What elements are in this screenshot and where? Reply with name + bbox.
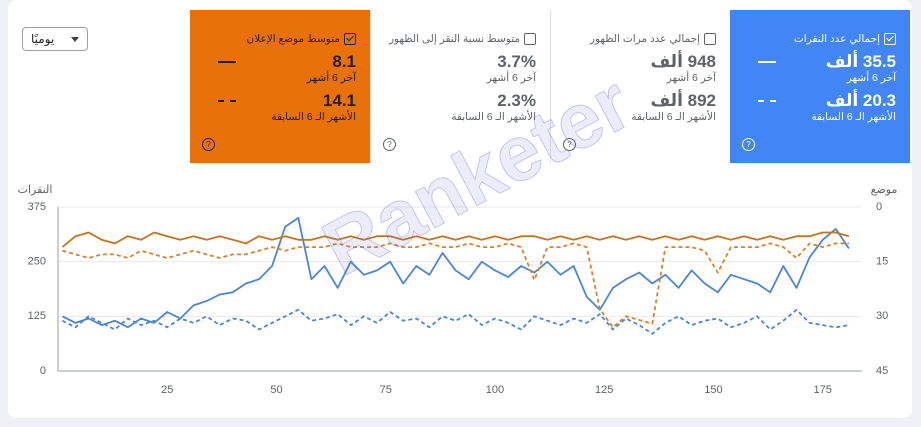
x-tick-label: 50: [270, 384, 282, 396]
x-tick-label: 25: [161, 384, 173, 396]
x-tick-label: 75: [380, 384, 392, 396]
series-line: [62, 242, 849, 329]
period-label: آخر 6 أشهر: [486, 72, 536, 84]
card-header: متوسط نسبة النقر إلى الظهور: [385, 32, 536, 46]
metric-row: 8.1 آخر 6 أشهر: [204, 52, 356, 85]
help-icon[interactable]: [742, 138, 755, 151]
metric-row: 3.7% آخر 6 أشهر: [385, 52, 536, 85]
x-tick-label: 125: [595, 384, 613, 396]
period-label: الأشهر الـ 6 السابقة: [271, 111, 356, 123]
checkbox[interactable]: [524, 33, 536, 45]
y2-tick-label: 15: [876, 256, 888, 268]
y-tick-label: 250: [28, 256, 46, 268]
metric-card[interactable]: إجمالي عدد النقرات 35.5 ألف آخر 6 أشهر 20.3…: [730, 10, 910, 163]
metric-row: 892 ألف الأشهر الـ 6 السابقة: [565, 91, 716, 124]
line-indicator: [218, 100, 236, 102]
card-header: إجمالي عدد مرات الظهور: [565, 32, 716, 46]
checkbox[interactable]: [884, 33, 896, 45]
metric-value: 948 ألف: [650, 52, 716, 71]
metric-value: 2.3%: [497, 91, 536, 110]
help-icon[interactable]: [563, 138, 576, 151]
checkbox[interactable]: [344, 33, 356, 45]
metric-label: متوسط موضع الإعلان: [246, 33, 340, 45]
y2-tick-label: 30: [876, 310, 888, 322]
period-label: الأشهر الـ 6 السابقة: [811, 111, 896, 123]
x-tick-label: 150: [704, 384, 722, 396]
y2-tick-label: 0: [876, 201, 882, 213]
metric-label: إجمالي عدد النقرات: [793, 33, 880, 45]
metric-value: 35.5 ألف: [825, 52, 896, 71]
metric-card[interactable]: متوسط موضع الإعلان 8.1 آخر 6 أشهر 14.1 الأشه…: [190, 10, 370, 163]
metric-card[interactable]: إجمالي عدد مرات الظهور 948 ألف آخر 6 أشهر 8…: [550, 10, 730, 163]
metric-value: 3.7%: [497, 52, 536, 71]
metric-label: إجمالي عدد مرات الظهور: [589, 33, 700, 45]
metric-card[interactable]: متوسط نسبة النقر إلى الظهور 3.7% آخر 6 أشه…: [370, 10, 550, 163]
period-label: آخر 6 أشهر: [306, 72, 356, 84]
metric-row: 14.1 الأشهر الـ 6 السابقة: [204, 91, 356, 124]
metric-label: متوسط نسبة النقر إلى الظهور: [388, 33, 520, 45]
x-tick-label: 175: [813, 384, 831, 396]
series-line: [61, 308, 850, 335]
metric-value: 20.3 ألف: [825, 91, 896, 110]
period-label: يوميًا: [31, 32, 55, 46]
series-line: [61, 231, 850, 248]
metric-row: 20.3 ألف الأشهر الـ 6 السابقة: [744, 91, 896, 124]
metric-row: 2.3% الأشهر الـ 6 السابقة: [385, 91, 536, 124]
y-tick-label: 0: [40, 365, 46, 377]
series-line: [61, 217, 850, 329]
help-icon[interactable]: [383, 138, 396, 151]
help-icon[interactable]: [202, 138, 215, 151]
card-header: متوسط موضع الإعلان: [204, 32, 356, 46]
period-label: الأشهر الـ 6 السابقة: [451, 111, 536, 123]
line-indicator: [758, 61, 776, 63]
metric-row: 948 ألف آخر 6 أشهر: [565, 52, 716, 85]
metric-value: 8.1: [332, 52, 356, 71]
y2-axis-title: موضع: [871, 184, 898, 196]
metric-value: 14.1: [322, 91, 356, 110]
y2-tick-label: 45: [876, 365, 888, 377]
period-dropdown[interactable]: يوميًا: [22, 27, 88, 51]
period-label: آخر 6 أشهر: [666, 72, 716, 84]
y-axis-title: النقرات: [18, 184, 53, 196]
dropdown-arrow: [71, 36, 79, 42]
x-tick-label: 100: [486, 384, 504, 396]
metric-value: 892 ألف: [650, 91, 716, 110]
period-label: الأشهر الـ 6 السابقة: [631, 111, 716, 123]
line-indicator: [758, 100, 776, 102]
y-tick-label: 125: [28, 310, 46, 322]
card-header: إجمالي عدد النقرات: [744, 32, 896, 46]
y-tick-label: 375: [28, 201, 46, 213]
checkbox[interactable]: [704, 33, 716, 45]
metric-row: 35.5 ألف آخر 6 أشهر: [744, 52, 896, 85]
period-label: آخر 6 أشهر: [846, 72, 896, 84]
line-indicator: [218, 61, 236, 63]
